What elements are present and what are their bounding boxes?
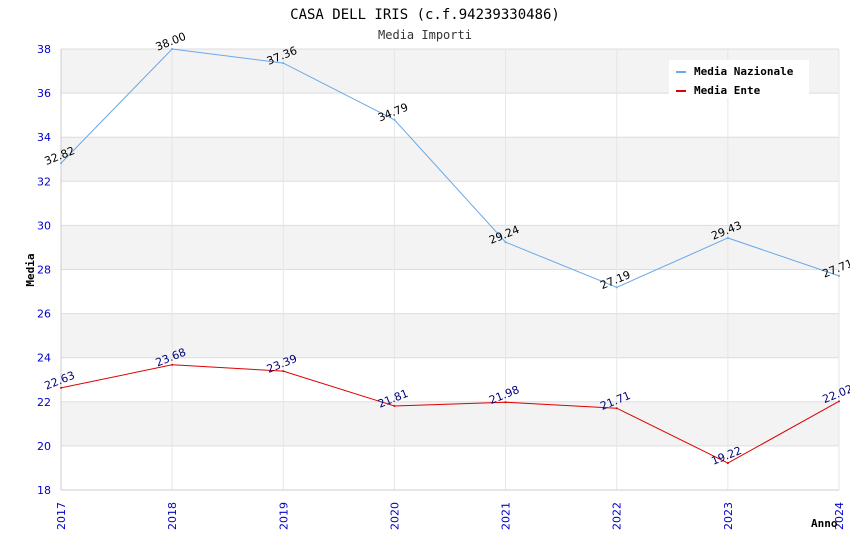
series-line <box>60 48 840 288</box>
x-tick-label: 2022 <box>611 502 624 530</box>
x-tick-label: 2017 <box>55 502 68 530</box>
x-tick-label: 2021 <box>500 502 513 530</box>
data-label: 34.79 <box>376 101 410 125</box>
x-tick-label: 2020 <box>388 502 401 530</box>
plot-background-bands <box>61 49 839 446</box>
grid-band <box>61 401 839 446</box>
data-label: 27.19 <box>598 268 632 292</box>
y-axis-label: Media <box>24 253 37 286</box>
data-point <box>171 48 174 50</box>
x-tick-label: 2018 <box>166 502 179 530</box>
data-point <box>838 400 840 403</box>
data-point <box>60 386 62 389</box>
data-point <box>838 274 840 277</box>
data-point <box>615 407 618 410</box>
grid-band <box>61 225 839 270</box>
data-point <box>726 236 729 239</box>
y-tick-label: 20 <box>37 440 51 453</box>
data-point <box>60 162 62 165</box>
series-group <box>60 48 840 465</box>
data-point <box>393 118 396 121</box>
data-point <box>504 401 507 404</box>
grid-band <box>61 313 839 358</box>
y-tick-label: 28 <box>37 264 51 277</box>
legend: Media Nazionale Media Ente <box>669 60 809 98</box>
legend-box <box>669 60 809 98</box>
y-tick-labels: 18 20 22 24 26 28 30 32 34 36 38 <box>37 43 51 497</box>
y-tick-label: 30 <box>37 219 51 232</box>
y-tick-label: 38 <box>37 43 51 56</box>
grid-band <box>61 137 839 182</box>
x-tick-label: 2023 <box>722 502 735 530</box>
y-tick-label: 18 <box>37 484 51 497</box>
gridlines <box>60 48 840 491</box>
x-tick-label: 2024 <box>833 502 846 530</box>
data-point <box>282 370 285 373</box>
data-point <box>393 404 396 407</box>
data-label: 22.63 <box>43 369 77 393</box>
y-tick-label: 26 <box>37 308 51 321</box>
y-tick-label: 36 <box>37 87 51 100</box>
x-tick-labels: 2017 2018 2019 2020 2021 2022 2023 2024 <box>55 502 846 530</box>
data-point <box>615 286 618 289</box>
y-tick-label: 34 <box>37 131 51 144</box>
chart-title: CASA DELL IRIS (c.f.94239330486) <box>290 7 560 23</box>
data-point <box>726 462 729 465</box>
y-tick-label: 32 <box>37 175 51 188</box>
data-label: 19.22 <box>710 444 744 468</box>
x-axis-label: Anno <box>811 517 838 530</box>
y-tick-label: 24 <box>37 352 51 365</box>
x-tick-label: 2019 <box>277 502 290 530</box>
chart-subtitle: Media Importi <box>378 28 472 42</box>
data-point <box>171 363 174 366</box>
data-point <box>504 241 507 244</box>
axes <box>60 49 839 491</box>
legend-entry-label: Media Nazionale <box>694 65 794 78</box>
legend-entry-label: Media Ente <box>694 84 761 97</box>
data-point <box>282 62 285 65</box>
y-tick-label: 22 <box>37 396 51 409</box>
series-line <box>60 364 840 464</box>
